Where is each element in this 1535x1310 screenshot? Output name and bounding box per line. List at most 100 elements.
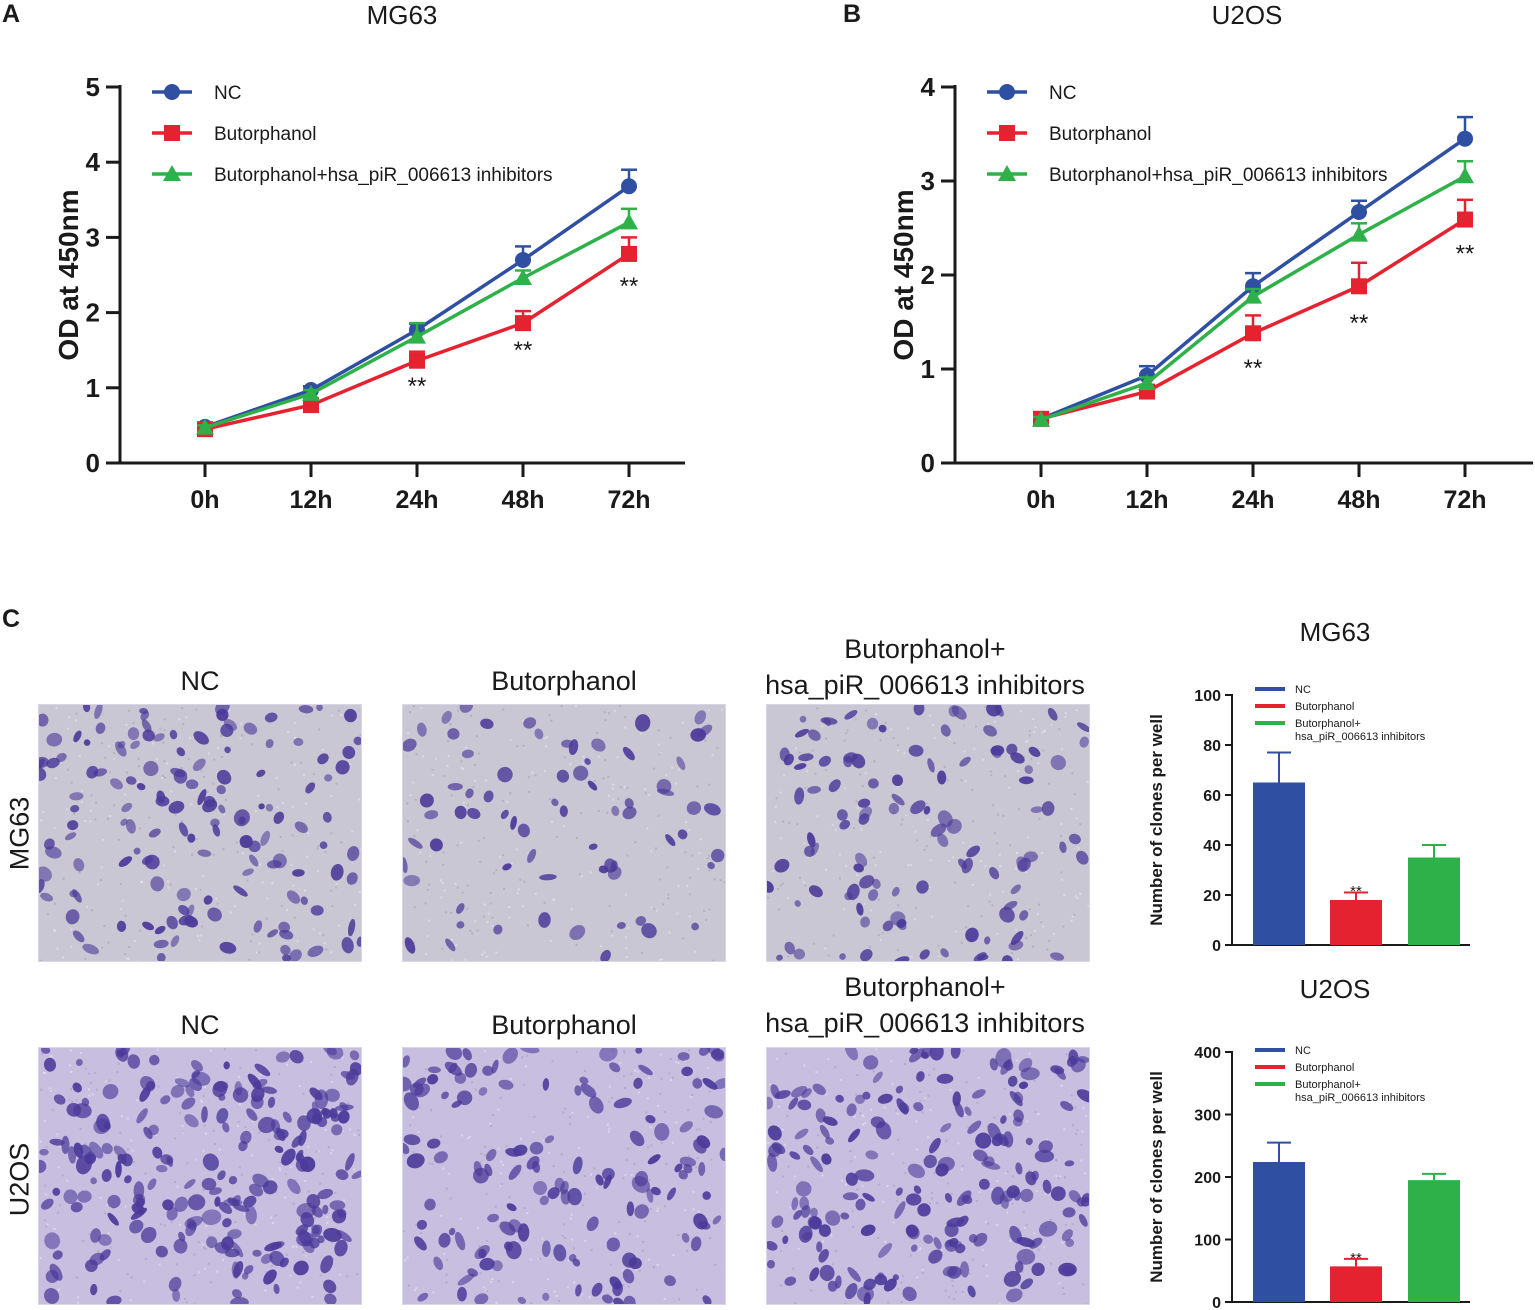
stained-cell <box>791 1085 808 1098</box>
grain <box>900 1281 903 1284</box>
stained-cell <box>260 830 271 847</box>
grain <box>240 1173 243 1176</box>
grain <box>212 1129 215 1132</box>
grain <box>1047 782 1050 785</box>
grain <box>104 1080 107 1083</box>
grain <box>67 768 69 771</box>
stained-cell <box>568 1253 577 1262</box>
grain <box>459 1217 462 1220</box>
grain <box>499 1096 502 1099</box>
grain <box>688 1154 691 1157</box>
grain <box>412 941 415 944</box>
grain <box>913 918 916 921</box>
chart-title: U2OS <box>1212 0 1283 30</box>
stained-cell <box>767 1125 782 1141</box>
grain <box>487 912 490 915</box>
stained-cell <box>142 921 155 931</box>
stained-cell <box>676 756 686 771</box>
grain <box>918 1248 921 1251</box>
stained-cell <box>626 1201 635 1217</box>
grain <box>353 904 356 906</box>
stained-cell <box>964 1106 972 1116</box>
grain <box>607 775 610 778</box>
stained-cell <box>977 954 989 961</box>
grain <box>897 1288 900 1291</box>
stained-cell <box>133 847 141 855</box>
grain <box>528 790 531 793</box>
grain <box>440 896 443 899</box>
grain <box>223 813 225 816</box>
grain <box>1057 1177 1060 1180</box>
grain <box>203 1124 206 1127</box>
grain <box>659 752 662 755</box>
grain <box>116 1071 119 1074</box>
grain <box>511 862 513 865</box>
row-label-u2os: U2OS <box>4 1142 35 1217</box>
stained-cell <box>491 1260 503 1272</box>
stained-cell <box>257 1116 276 1134</box>
grain <box>255 951 258 954</box>
grain <box>415 753 418 756</box>
grain <box>1072 1124 1074 1127</box>
grain <box>996 933 999 936</box>
y-tick-label: 80 <box>1203 738 1221 755</box>
grain <box>633 1163 636 1166</box>
stained-cell <box>265 739 274 749</box>
grain <box>625 1159 628 1162</box>
grain <box>466 884 469 887</box>
stained-cell <box>127 727 140 741</box>
legend-swatch <box>1255 721 1285 725</box>
grain <box>569 763 572 766</box>
grain <box>1075 1132 1078 1135</box>
grain <box>482 837 485 840</box>
stained-cell <box>289 1049 304 1064</box>
grain <box>682 721 685 724</box>
stained-cell <box>712 1215 722 1225</box>
grain <box>137 781 140 784</box>
grain <box>634 1069 636 1072</box>
grain <box>1026 740 1029 743</box>
grain <box>592 960 594 961</box>
grain <box>445 911 447 914</box>
stained-cell <box>39 713 49 727</box>
grain <box>1063 894 1066 897</box>
stained-cell <box>674 1163 683 1173</box>
grain <box>53 928 56 931</box>
grain <box>938 955 941 958</box>
grain <box>1062 1286 1065 1289</box>
stained-cell <box>176 747 186 757</box>
grain <box>442 1167 445 1170</box>
stained-cell <box>774 1090 791 1100</box>
grain <box>42 810 45 813</box>
grain <box>630 1072 633 1075</box>
grain <box>544 745 547 748</box>
grain <box>258 951 261 954</box>
grain <box>929 1109 932 1112</box>
stained-cell <box>954 1243 966 1254</box>
grain <box>68 1098 71 1101</box>
stained-cell <box>1062 1265 1076 1275</box>
grain <box>1023 1227 1026 1230</box>
stained-cell <box>336 1229 352 1242</box>
legend-label: Butorphanol+hsa_piR_006613 inhibitors <box>1049 165 1388 186</box>
grain <box>635 1268 638 1271</box>
grain <box>290 863 293 866</box>
stained-cell <box>1078 1214 1088 1227</box>
grain <box>97 1250 100 1253</box>
grain <box>896 1112 899 1115</box>
stained-cell <box>967 1285 976 1298</box>
legend-swatch <box>1255 704 1285 708</box>
stained-cell <box>508 1164 522 1180</box>
stained-cell <box>426 1138 441 1149</box>
grain <box>133 940 136 943</box>
grain <box>821 1174 824 1177</box>
stained-cell <box>802 1231 812 1241</box>
grain <box>781 1230 784 1232</box>
grain <box>420 1232 423 1234</box>
grain <box>293 916 296 919</box>
grain <box>39 959 42 961</box>
stained-cell <box>170 767 186 778</box>
grain <box>50 1054 53 1057</box>
grain <box>56 947 59 950</box>
stained-cell <box>261 1086 278 1094</box>
